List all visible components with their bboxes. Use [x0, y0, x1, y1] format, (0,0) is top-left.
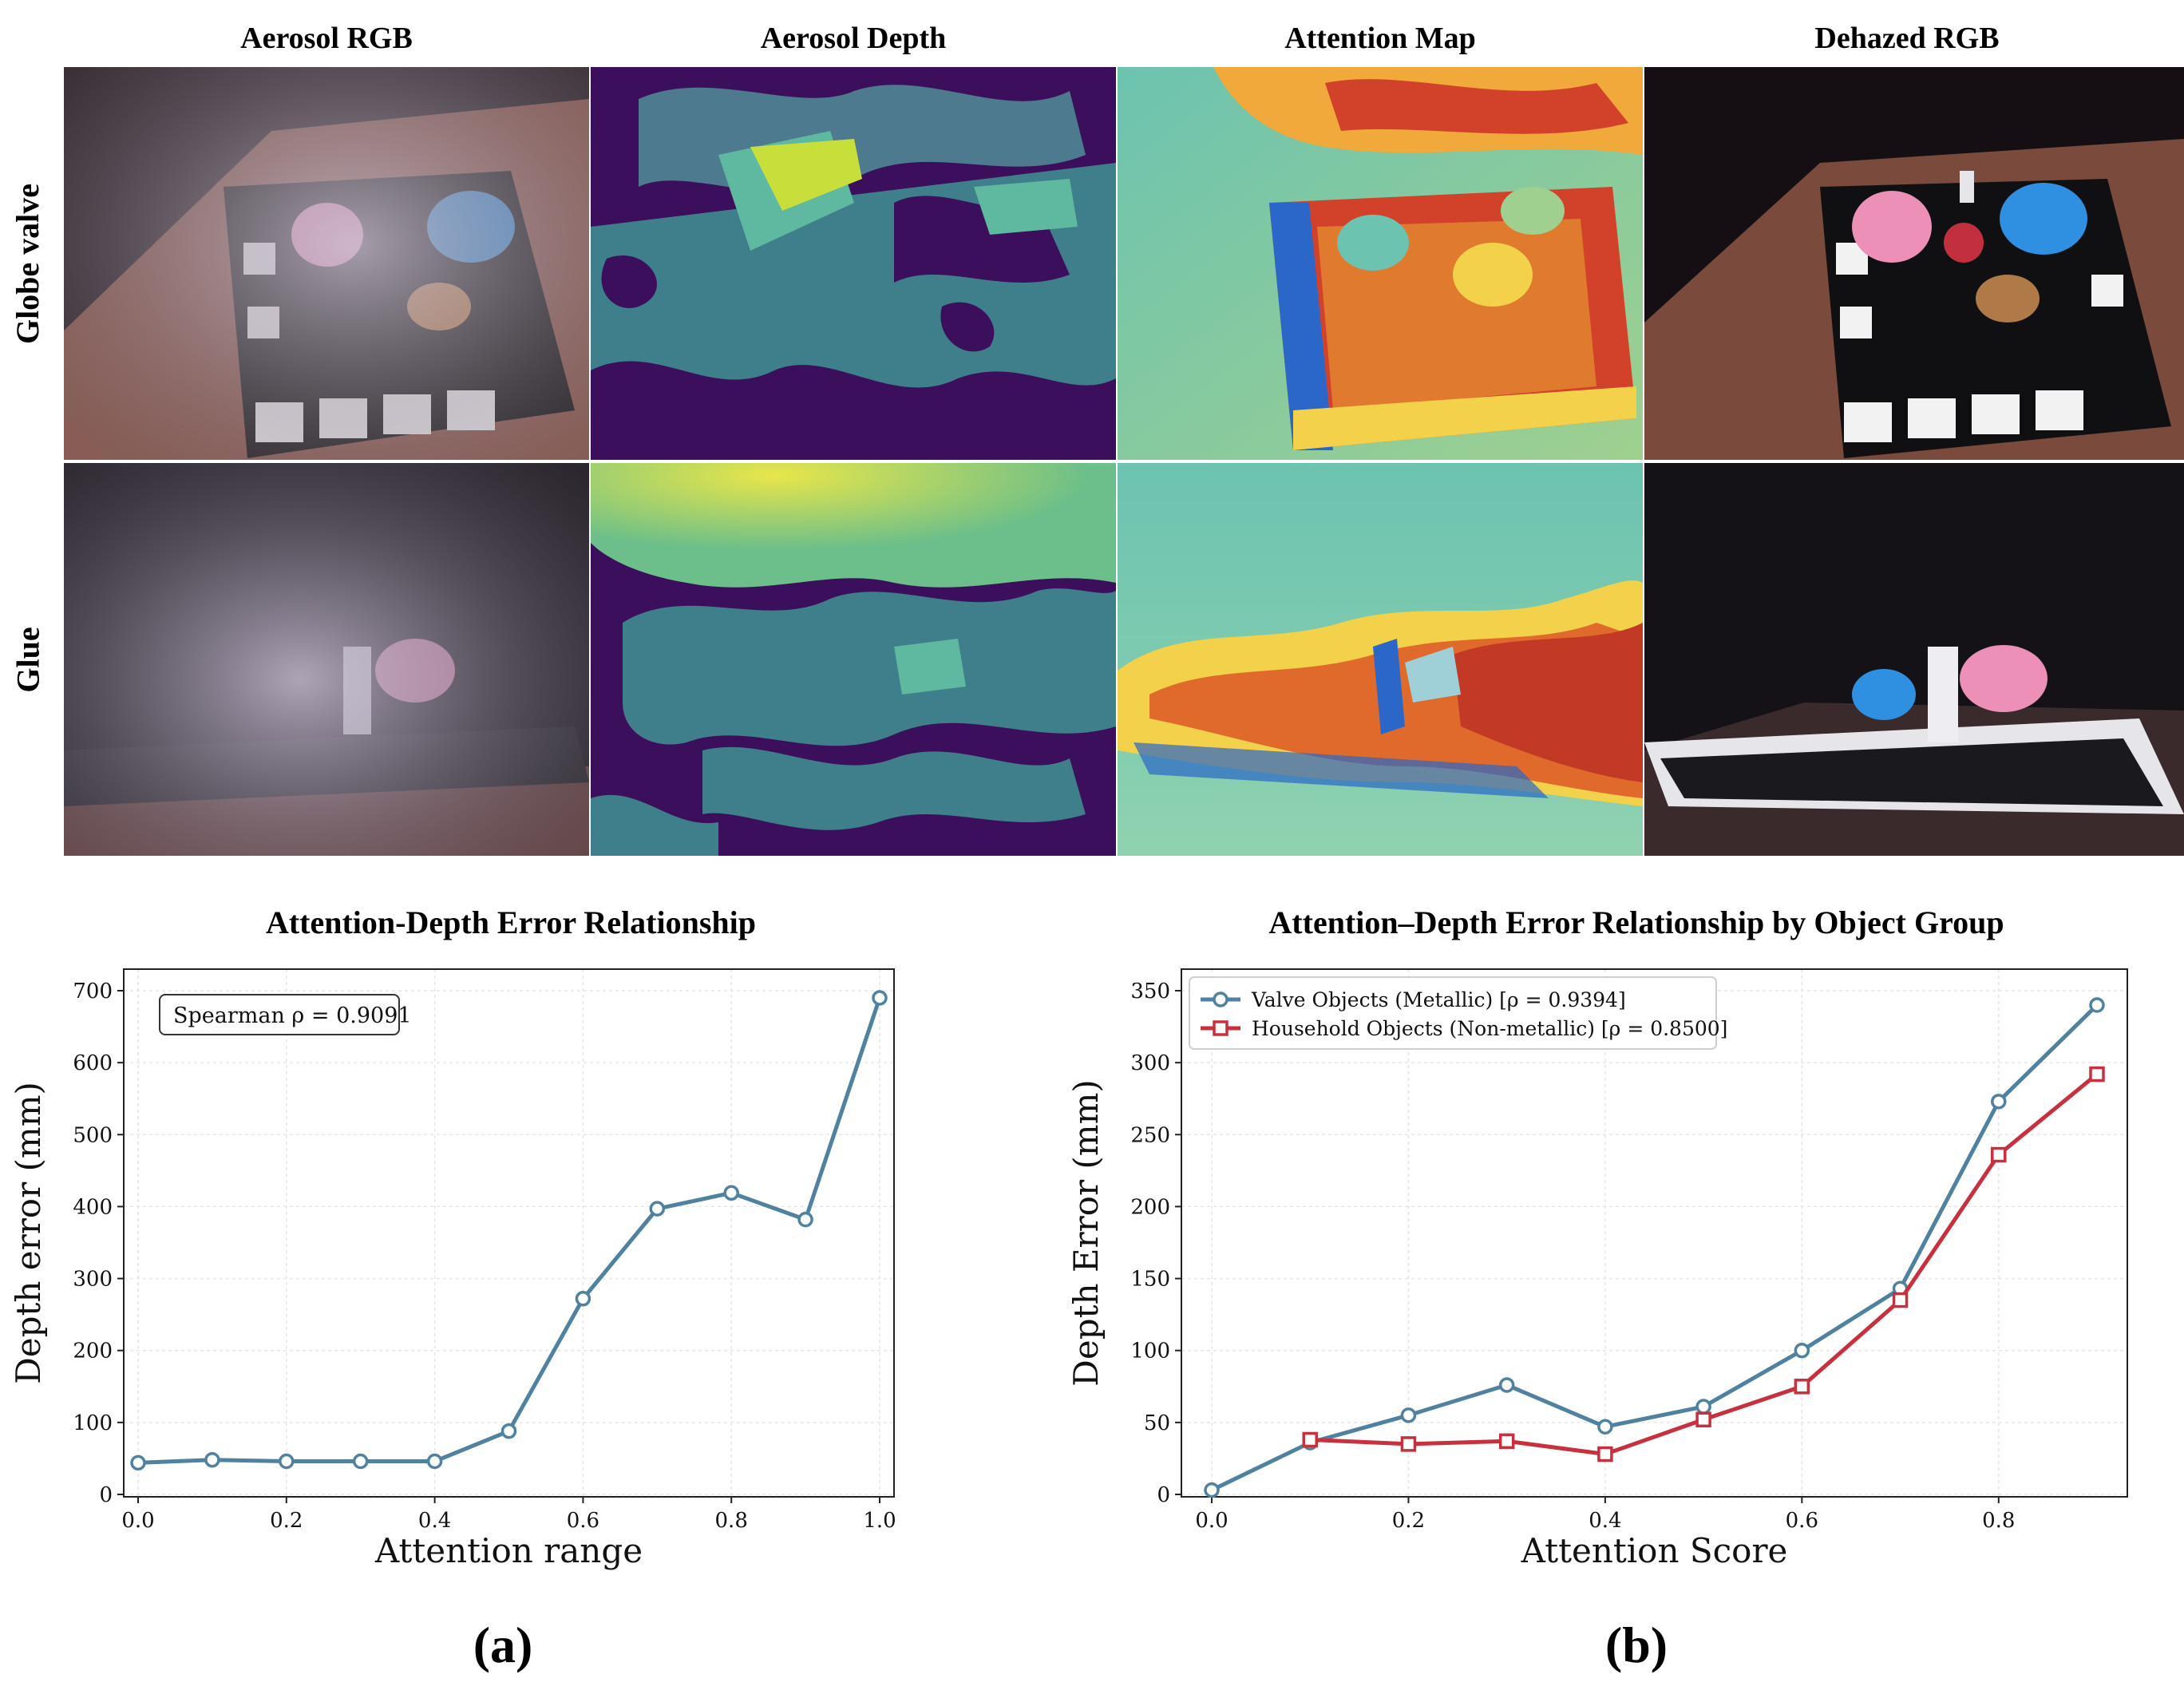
- chart-a-series-0-point: [204, 1451, 220, 1468]
- chart-b-series-0-line: [1210, 1003, 2099, 1492]
- column-title-attention-map: Attention Map: [1284, 22, 1476, 55]
- chart-b-y-axis-label: Depth Error (mm): [1066, 1079, 1106, 1387]
- chart-b-series-1-point: [1695, 1411, 1711, 1428]
- chart-a-frame: [123, 968, 895, 1498]
- chart-a-series-0-point: [352, 1453, 369, 1470]
- chart-a-series-0-point: [575, 1291, 592, 1307]
- chart-b-x-tick-label: 0.2: [1392, 1509, 1425, 1533]
- chart-b-legend-marker-0: [1213, 991, 1228, 1007]
- chart-a-series-0-point: [130, 1455, 146, 1471]
- chart-a-y-tick-label: 0: [99, 1483, 113, 1507]
- chart-a-title: Attention-Depth Error Relationship: [265, 904, 757, 940]
- chart-b-x-tick-label: 0.0: [1195, 1509, 1228, 1533]
- chart-a-series-0-point: [723, 1185, 739, 1201]
- chart-b-x-tick-label: 0.8: [1982, 1509, 2015, 1533]
- image-dehazed-rgb-glue: [1644, 463, 2184, 856]
- chart-b-series-0-point: [1204, 1482, 1220, 1498]
- chart-b-y-tick-label: 300: [1130, 1051, 1170, 1075]
- chart-a-x-tick-label: 0.6: [567, 1509, 599, 1533]
- chart-a-y-tick-label: 700: [73, 980, 113, 1003]
- chart-b-series-0-point: [2089, 997, 2105, 1013]
- image-aerosol-depth-globe-valve: [591, 67, 1116, 460]
- chart-a-series-0-line: [137, 997, 882, 1465]
- chart-b-title: Attention–Depth Error Relationship by Ob…: [1268, 904, 2004, 940]
- chart-a-series-0-point: [797, 1211, 813, 1228]
- chart-b-frame: [1181, 968, 2128, 1498]
- chart-a-x-tick-label: 1.0: [863, 1509, 896, 1533]
- column-title-aerosol-depth: Aerosol Depth: [760, 22, 947, 55]
- row-label-glue-text: Glue: [10, 626, 46, 693]
- chart-a-series-0-point: [649, 1201, 666, 1217]
- chart-a-series-0-point: [279, 1453, 295, 1470]
- image-aerosol-depth-glue: [591, 463, 1116, 856]
- chart-b-series-1-point: [1892, 1292, 1909, 1308]
- chart-b-y-tick-label: 100: [1130, 1340, 1170, 1363]
- chart-a-y-tick-label: 600: [73, 1051, 113, 1075]
- chart-a-x-tick-label: 0.8: [715, 1509, 748, 1533]
- chart-b-series-0-point: [1991, 1094, 2007, 1110]
- chart-b-x-tick-label: 0.6: [1786, 1509, 1818, 1533]
- chart-b-series-1-line: [1310, 1072, 2099, 1457]
- chart-a-y-tick-label: 200: [73, 1340, 113, 1363]
- chart-b-panel-label: (b): [1604, 1617, 1668, 1673]
- image-aerosol-rgb-glue: [64, 463, 589, 856]
- chart-b-y-tick-label: 150: [1130, 1268, 1170, 1292]
- chart-b-series-1-point: [1400, 1436, 1417, 1452]
- chart-a-annotation-box: [159, 994, 400, 1035]
- chart-b-legend-label-1: Household Objects (Non-metallic) [ρ = 0.…: [1252, 1017, 1727, 1040]
- image-aerosol-rgb-globe-valve: [64, 67, 589, 460]
- chart-a-series-0-point: [500, 1423, 517, 1439]
- chart-b-y-tick-label: 200: [1130, 1195, 1170, 1219]
- chart-a-x-axis-label: Attention range: [374, 1531, 643, 1570]
- chart-a-annotation-text: Spearman ρ = 0.9091: [173, 1003, 412, 1028]
- chart-b-y-tick-label: 50: [1144, 1411, 1170, 1435]
- image-attention-map-glue: [1118, 463, 1643, 856]
- chart-a-y-tick-label: 400: [73, 1195, 113, 1219]
- chart-b-series-1-point: [1302, 1431, 1318, 1448]
- chart-a-x-tick-label: 0.4: [418, 1509, 451, 1533]
- chart-a-x-tick-label: 0.0: [121, 1509, 154, 1533]
- chart-a: 0.0 0.2 0.4 0.6 0.8 1.0 0 100 200 300 400 500 600 700…: [9, 968, 896, 1570]
- row-label-globe-valve-text: Globe valve: [10, 183, 46, 344]
- chart-b-y-tick-label: 350: [1130, 980, 1170, 1003]
- chart-b-x-tick-label: 0.4: [1589, 1509, 1621, 1533]
- chart-b-series-1-point: [1794, 1379, 1810, 1395]
- chart-b-series-1-point: [1498, 1433, 1515, 1450]
- chart-b-legend-label-0: Valve Objects (Metallic) [ρ = 0.9394]: [1251, 988, 1626, 1011]
- chart-b-y-tick-label: 0: [1157, 1483, 1170, 1507]
- image-dehazed-rgb-globe-valve: [1644, 67, 2184, 460]
- chart-a-x-tick-label: 0.2: [270, 1509, 303, 1533]
- column-title-aerosol-rgb: Aerosol RGB: [240, 22, 413, 55]
- chart-b-series-0-point: [1400, 1407, 1417, 1423]
- chart-a-y-axis-label: Depth error (mm): [9, 1082, 48, 1384]
- chart-a-series-0-point: [426, 1453, 443, 1470]
- chart-b: 0.0 0.2 0.4 0.6 0.8 0 50 100 150 200 250 300 350 Atte…: [1066, 968, 2128, 1570]
- chart-b-series-1-point: [1991, 1146, 2007, 1163]
- chart-b-series-0-point: [1597, 1419, 1613, 1435]
- chart-b-y-tick-label: 250: [1130, 1123, 1170, 1147]
- image-attention-map-globe-valve: [1118, 67, 1643, 460]
- chart-b-series-0-point: [1498, 1377, 1515, 1393]
- chart-b-legend-box: [1189, 976, 1717, 1050]
- row-label-glue: Glue: [0, 463, 56, 856]
- chart-b-x-axis-label: Attention Score: [1521, 1531, 1788, 1570]
- chart-a-annotation: Spearman ρ = 0.9091: [159, 994, 412, 1035]
- chart-a-y-tick-label: 100: [73, 1411, 113, 1435]
- chart-b-series-0-point: [1794, 1342, 1810, 1359]
- chart-b-legend: Valve Objects (Metallic) [ρ = 0.9394] Hou…: [1189, 976, 1727, 1050]
- chart-a-series-0-point: [872, 990, 888, 1006]
- column-title-dehazed-rgb: Dehazed RGB: [1814, 22, 2000, 55]
- chart-b-series-1-point: [1597, 1446, 1613, 1462]
- chart-a-y-tick-label: 300: [73, 1268, 113, 1292]
- chart-b-series-1-point: [2089, 1066, 2105, 1082]
- row-label-globe-valve: Globe valve: [0, 67, 56, 460]
- chart-b-series-0-point: [1695, 1399, 1711, 1415]
- chart-a-panel-label: (a): [473, 1617, 533, 1673]
- chart-a-y-tick-label: 500: [73, 1123, 113, 1147]
- chart-b-legend-marker-1: [1213, 1020, 1228, 1036]
